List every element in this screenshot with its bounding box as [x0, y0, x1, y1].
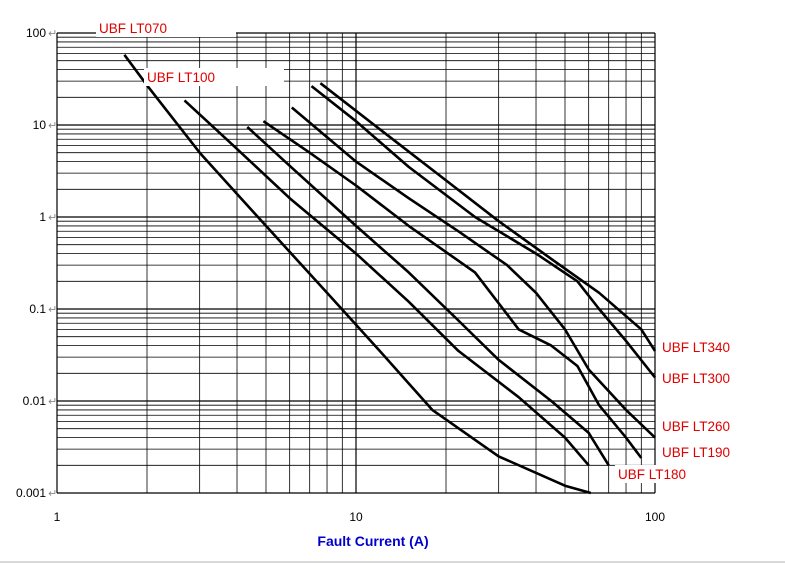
- x-tick-labels: 1 10 100: [54, 510, 666, 524]
- series-label-4: UBF LT260: [662, 419, 730, 434]
- x-axis-label: Fault Current (A): [317, 533, 428, 549]
- y-tick-label: 0.01: [23, 394, 47, 408]
- series-label-bg: [659, 369, 785, 387]
- series-label-bg: [659, 443, 785, 461]
- x-tick-label: 1: [54, 510, 61, 524]
- paragraph-mark: ↵: [48, 212, 57, 224]
- page-bottom-divider: [0, 561, 785, 563]
- y-tick-label: 0.1: [29, 302, 46, 316]
- y-tick-labels: 100 ↵10 ↵1 ↵0.1 ↵0.01 ↵0.001 ↵: [16, 26, 57, 500]
- y-tick-label: 0.001: [16, 486, 46, 500]
- series-line-3: [262, 120, 643, 459]
- series-label-bg: [615, 465, 755, 483]
- series-label-bg: [659, 338, 785, 356]
- y-tick-label: 1: [39, 210, 46, 224]
- paragraph-mark: ↵: [48, 120, 57, 132]
- paragraph-mark: ↵: [48, 28, 57, 40]
- series-label-5: UBF LT300: [662, 371, 730, 386]
- y-tick-label: 100: [26, 26, 46, 40]
- series-label-0: UBF LT070: [99, 21, 167, 36]
- series-line-4: [290, 106, 656, 439]
- series-line-2: [246, 126, 610, 466]
- series-line-5: [310, 85, 657, 379]
- series-label-1: UBF LT100: [147, 70, 215, 85]
- series-line-1: [183, 99, 590, 467]
- paragraph-mark: ↵: [48, 488, 57, 500]
- series-labels: UBF LT070 UBF LT100 UBF LT180 UBF LT190 UBF …: [96, 19, 785, 483]
- series-label-6: UBF LT340: [662, 340, 730, 355]
- series-label-2: UBF LT180: [618, 467, 686, 482]
- x-tick-label: 10: [349, 510, 363, 524]
- grid: [56, 32, 656, 494]
- series-label-3: UBF LT190: [662, 445, 730, 460]
- y-tick-label: 10: [33, 118, 47, 132]
- series-label-bg: [144, 68, 284, 86]
- x-tick-label: 100: [645, 510, 665, 524]
- series-curves: [123, 54, 657, 495]
- series-label-bg: [96, 19, 236, 37]
- series-line-0: [123, 54, 592, 495]
- paragraph-mark: ↵: [48, 304, 57, 316]
- series-line-6: [319, 82, 657, 352]
- paragraph-mark: ↵: [48, 396, 57, 408]
- series-label-bg: [659, 417, 785, 435]
